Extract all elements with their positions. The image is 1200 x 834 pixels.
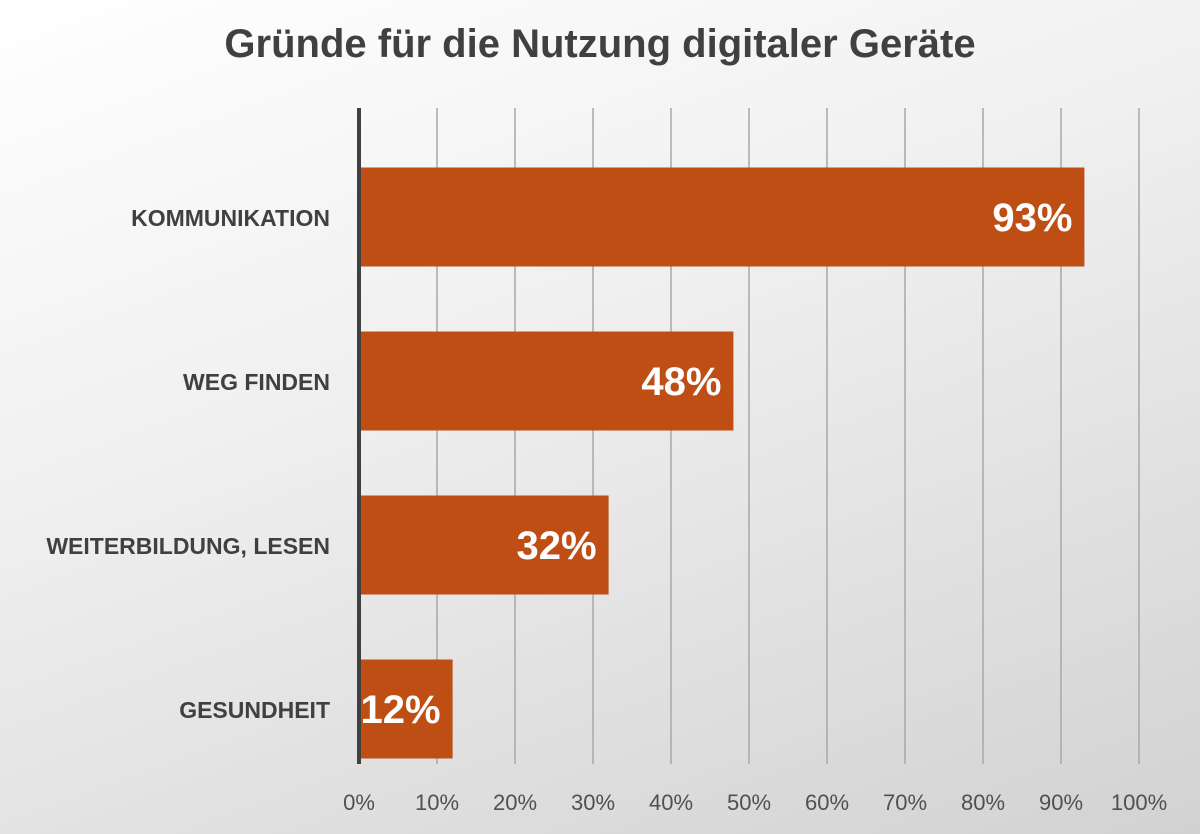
x-tick-label: 100% [1111,790,1167,815]
x-tick-label: 90% [1039,790,1083,815]
x-tick-label: 60% [805,790,849,815]
x-tick-label: 50% [727,790,771,815]
data-label: 12% [361,688,441,732]
chart-title: Gründe für die Nutzung digitaler Geräte [224,22,976,66]
data-label: 93% [992,196,1072,240]
x-tick-label: 0% [343,790,375,815]
bar [359,495,609,595]
category-label: GESUNDHEIT [179,697,330,723]
x-tick-label: 40% [649,790,693,815]
bar [359,659,453,759]
x-tick-label: 20% [493,790,537,815]
category-label: KOMMUNIKATION [131,205,330,231]
bar [359,167,1085,267]
category-label: WEITERBILDUNG, LESEN [46,533,330,559]
x-tick-label: 10% [415,790,459,815]
x-tick-label: 70% [883,790,927,815]
bar [359,331,734,431]
data-label: 32% [517,524,597,568]
category-label: WEG FINDEN [183,369,330,395]
data-label: 48% [641,360,721,404]
x-tick-label: 30% [571,790,615,815]
x-tick-label: 80% [961,790,1005,815]
